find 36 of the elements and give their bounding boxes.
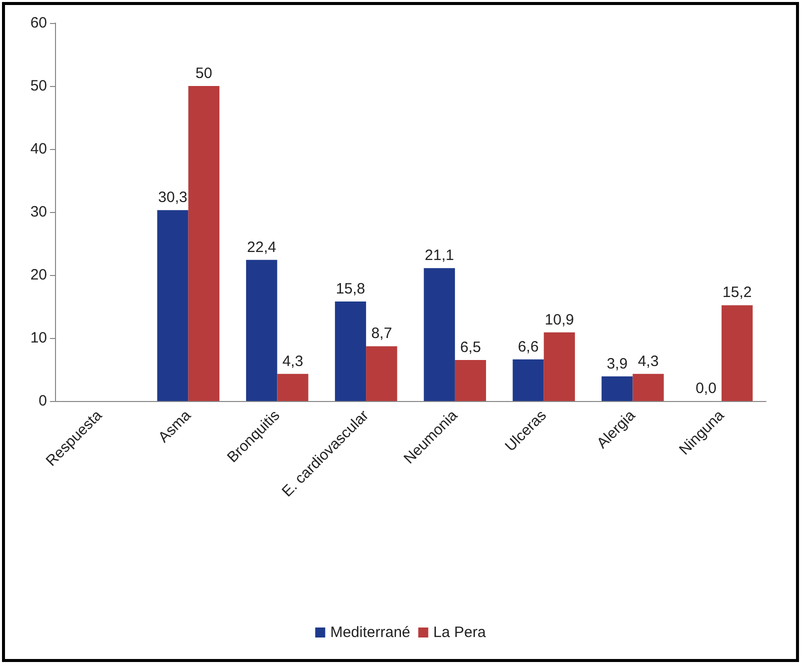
bar xyxy=(454,360,486,401)
data-label: 4,3 xyxy=(282,352,304,370)
data-label: 30,3 xyxy=(158,189,188,206)
y-tick-label: 30 xyxy=(30,204,47,220)
bar xyxy=(277,374,308,401)
data-label: 50 xyxy=(196,65,212,82)
bar xyxy=(544,332,575,401)
data-label: 10,9 xyxy=(544,311,574,328)
data-label: 8,7 xyxy=(371,325,392,342)
bar xyxy=(632,374,664,401)
data-label: 15,2 xyxy=(722,284,752,302)
bar xyxy=(334,301,366,401)
y-tick-label: 0 xyxy=(38,392,47,410)
y-tick-label: 50 xyxy=(30,78,47,94)
bar xyxy=(602,376,633,401)
legend-label: La Pera xyxy=(433,624,486,641)
bar xyxy=(366,346,398,401)
data-label: 6,5 xyxy=(460,339,481,356)
data-label: 15,8 xyxy=(336,280,366,298)
legend-label: Mediterrané xyxy=(330,624,410,641)
bar xyxy=(722,305,753,401)
data-label: 4,3 xyxy=(638,352,659,370)
data-label: 3,9 xyxy=(606,355,628,372)
y-tick-label: 60 xyxy=(30,14,47,32)
bar xyxy=(246,260,278,401)
bar xyxy=(157,210,188,401)
y-tick-label: 20 xyxy=(30,266,47,284)
bar xyxy=(188,86,220,401)
data-label: 22,4 xyxy=(247,238,276,256)
y-tick-label: 40 xyxy=(30,140,47,158)
data-label: 21,1 xyxy=(424,247,454,264)
bar xyxy=(424,268,455,401)
data-label: 6,6 xyxy=(518,338,539,356)
data-label: 0,0 xyxy=(696,380,716,397)
bar xyxy=(512,359,544,401)
y-tick-label: 10 xyxy=(30,330,47,346)
